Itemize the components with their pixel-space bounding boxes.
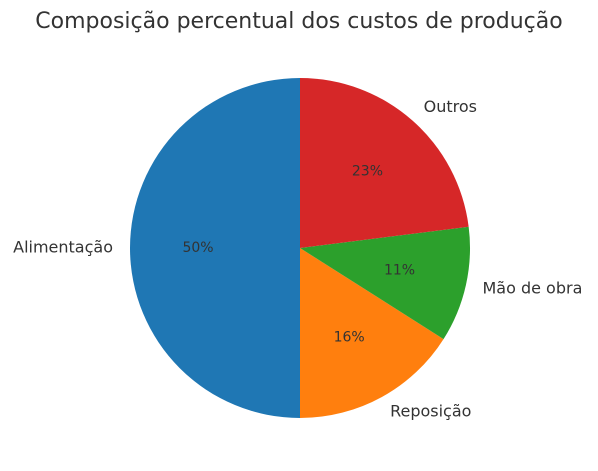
category-label-alimentacao: Alimentação — [13, 238, 113, 257]
category-label-outros: Outros — [424, 97, 477, 116]
pie-slice-mao-de-obra — [300, 226, 470, 340]
pie-slice-reposicao — [300, 248, 444, 418]
percentage-label-alimentacao: 50% — [182, 240, 213, 256]
chart-title: Composição percentual dos custos de prod… — [35, 9, 562, 34]
category-label-mao-de-obra: Mão de obra — [482, 278, 582, 297]
pie-slice-outros — [300, 78, 469, 248]
pie-slice-alimentacao — [130, 78, 300, 418]
category-label-reposicao: Reposição — [390, 401, 471, 420]
percentage-labels: 50% 16% 11% 23% — [182, 163, 415, 345]
percentage-label-outros: 23% — [352, 163, 383, 179]
pie-slices — [130, 78, 470, 418]
percentage-label-reposicao: 16% — [334, 329, 365, 345]
category-labels: Alimentação Reposição Mão de obra Outros — [13, 97, 582, 420]
percentage-label-mao-de-obra: 11% — [384, 262, 415, 278]
